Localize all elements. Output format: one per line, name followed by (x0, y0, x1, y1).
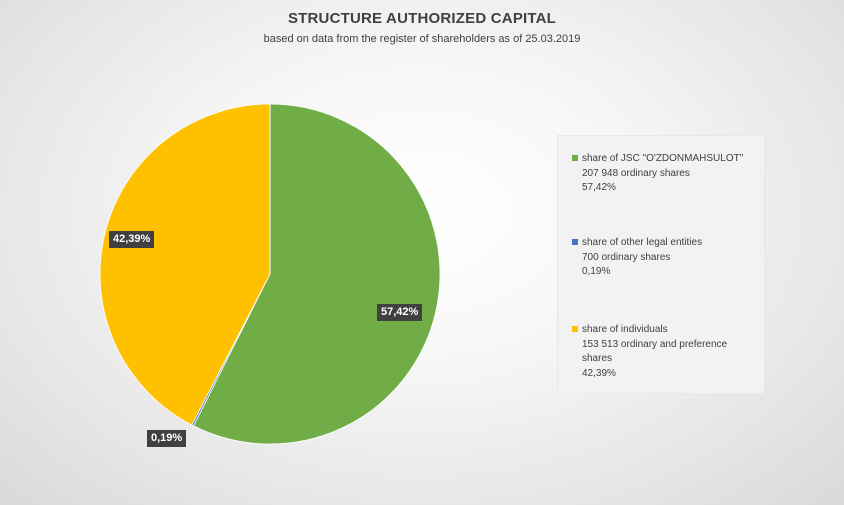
legend-percent: 57,42% (582, 182, 616, 193)
legend-label: share of JSC "O'ZDONMAHSULOT" (582, 153, 744, 164)
legend-marker-legal-entities (572, 239, 578, 245)
legend-item-legal-entities: share of other legal entities 700 ordina… (572, 236, 762, 280)
pie-slice-individuals (99, 103, 271, 426)
legend-percent: 42,39% (582, 367, 616, 379)
legend-marker-individuals (572, 326, 578, 332)
legend-detail: 153 513 ordinary and preference (582, 338, 728, 350)
data-label-jsc: 57,42% (377, 304, 423, 321)
legend-item-jsc: share of JSC "O'ZDONMAHSULOT" 207 948 or… (572, 152, 762, 196)
legend-percent: 0,19% (582, 266, 611, 277)
legend-detail: 700 ordinary shares (582, 251, 671, 263)
chart-legend: share of JSC "O'ZDONMAHSULOT" 207 948 or… (557, 135, 765, 394)
legend-item-individuals: share of individuals 153 513 ordinary an… (572, 323, 762, 381)
legend-marker-jsc (572, 155, 578, 161)
legend-detail: shares (582, 353, 613, 364)
chart-title: STRUCTURE AUTHORIZED CAPITAL (287, 10, 557, 27)
data-label-legal-entities: 0,19% (147, 430, 187, 447)
legend-label: share of individuals (582, 324, 668, 335)
legend-label: share of other legal entities (582, 237, 703, 248)
pie-slice-jsc (193, 103, 441, 445)
data-label-individuals: 42,39% (109, 231, 155, 248)
chart-subtitle: based on data from the register of share… (263, 33, 581, 45)
legend-detail: 207 948 ordinary shares (582, 167, 690, 179)
